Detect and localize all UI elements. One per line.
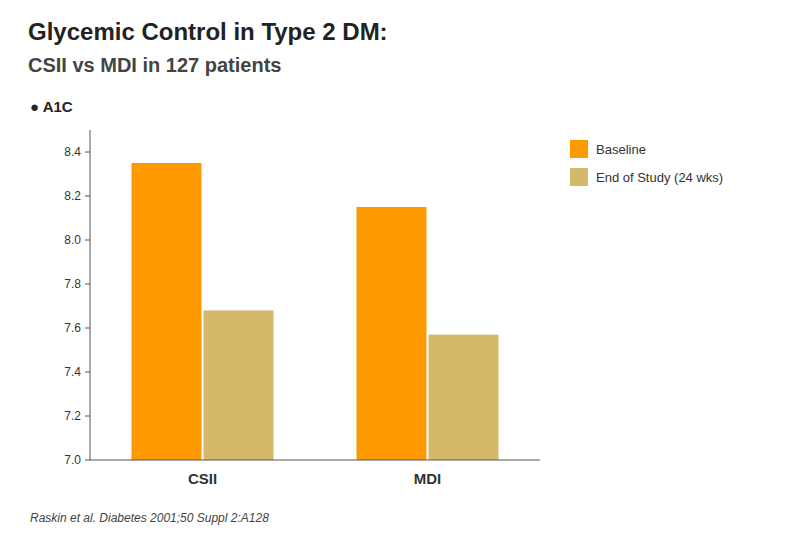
title: Glycemic Control in Type 2 DM:	[28, 18, 388, 45]
bars	[132, 163, 499, 460]
legend-label: End of Study (24 wks)	[596, 170, 723, 185]
bar	[132, 163, 202, 460]
y-tick-label: 7.4	[64, 365, 81, 379]
y-axis: 7.0 7.2 7.4 7.6 7.8 8.0 8.2 8.4	[64, 145, 90, 467]
y-tick	[85, 240, 90, 241]
legend-swatch	[570, 140, 588, 158]
subtitle: CSII vs MDI in 127 patients	[28, 54, 281, 76]
y-tick-label: 7.6	[64, 321, 81, 335]
y-tick	[85, 152, 90, 153]
y-tick-label: 8.4	[64, 145, 81, 159]
x-tick-label: MDI	[414, 470, 442, 487]
y-axis-line	[90, 130, 91, 460]
annotation: ● A1C	[30, 98, 73, 115]
y-tick-label: 7.8	[64, 277, 81, 291]
chart-container: Glycemic Control in Type 2 DM: CSII vs MD…	[0, 0, 810, 540]
y-tick-label: 8.0	[64, 233, 81, 247]
legend-swatch	[570, 168, 588, 186]
bar	[357, 207, 427, 460]
y-tick-label: 8.2	[64, 189, 81, 203]
y-tick-label: 7.0	[64, 453, 81, 467]
y-tick	[85, 416, 90, 417]
y-tick-label: 7.2	[64, 409, 81, 423]
x-axis-line	[90, 460, 540, 461]
x-tick-label: CSII	[188, 470, 217, 487]
legend: Baseline End of Study (24 wks)	[570, 140, 723, 186]
y-tick	[85, 196, 90, 197]
chart: Glycemic Control in Type 2 DM: CSII vs MD…	[0, 0, 810, 540]
y-tick	[85, 460, 90, 461]
citation: Raskin et al. Diabetes 2001;50 Suppl 2:A…	[30, 511, 269, 525]
bar	[429, 335, 499, 460]
y-tick	[85, 328, 90, 329]
y-tick	[85, 284, 90, 285]
bar	[204, 310, 274, 460]
legend-label: Baseline	[596, 142, 646, 157]
y-tick	[85, 372, 90, 373]
